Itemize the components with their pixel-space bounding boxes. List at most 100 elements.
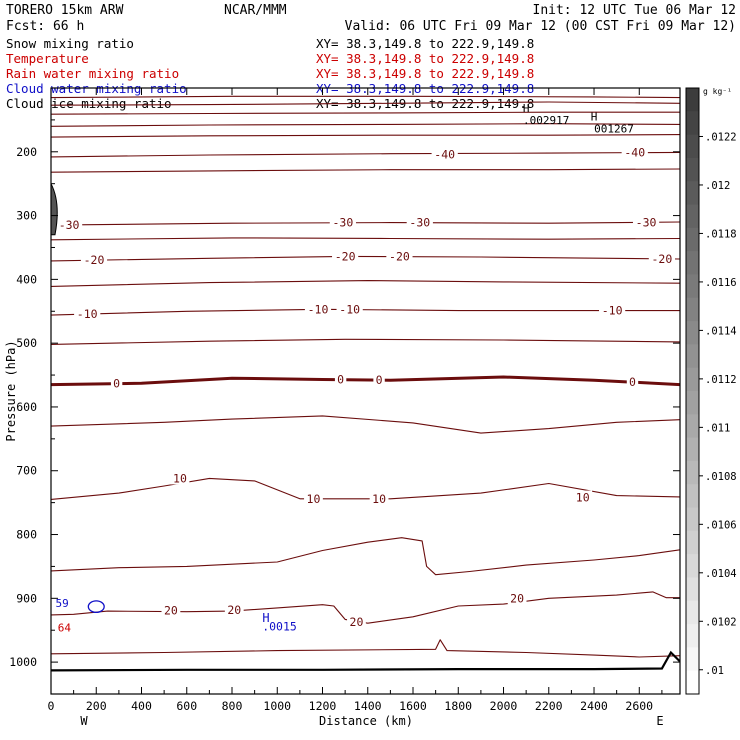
colorbar-segment [686,530,699,555]
colorbar-segment [686,344,699,369]
isotherm-label: 10 [307,492,321,506]
field-legend: Snow mixing ratio XY= 38.3,149.8 to 222.… [6,36,534,111]
header-init: Init: 12 UTC Tue 06 Mar 12 [533,3,737,18]
terrain-line [51,650,680,672]
colorbar-segment [686,577,699,602]
isotherm-label: 10 [372,492,386,506]
colorbar-label: .01 [705,665,724,677]
edge-value: 64 [58,622,72,635]
isotherm-label-bg [626,375,639,389]
y-tick-label: 400 [16,272,37,286]
isotherm-label: 20 [510,591,524,605]
isotherm-label-bg [304,302,332,316]
isotherm-label-bg [431,147,458,161]
x-tick-label: 0 [48,699,55,713]
x-tick-label: 400 [131,699,152,713]
colorbar-segment [686,181,699,206]
colorbar-segment [686,88,699,112]
colorbar-segment [686,204,699,229]
isotherm-label: 20 [227,603,241,617]
header-valid: Valid: 06 UTC Fri 09 Mar 12 (00 CST Fri … [345,19,736,34]
isotherm-label: 20 [350,615,364,629]
isotherm-line [51,111,680,115]
colorbar-segment [686,460,699,485]
colorbar-label: .0102 [705,616,737,628]
isotherm-line [51,95,680,99]
isotherm-label: 20 [164,603,178,617]
colorbar-segment [686,600,699,625]
colorbar-border [685,87,700,695]
colorbar-label: .0112 [705,374,737,386]
isotherm-line [51,280,680,287]
x-tick-label: 1400 [354,699,382,713]
y-tick-label: 1000 [9,655,37,669]
x-axis-title: Distance (km) [319,714,413,728]
edge-value: 59 [56,597,69,610]
isotherm-label: 0 [376,373,383,387]
isotherm-label: 0 [337,373,344,387]
isotherm-label: 0 [113,376,120,390]
isotherm-line [51,537,680,576]
x-tick-label: 200 [86,699,107,713]
x-tick-label: 2000 [490,699,518,713]
y-tick-label: 200 [16,145,37,159]
colorbar: .0122 .012 .0118 .0116 .0114 .0112 .011 .0108 .0… [685,87,737,695]
isotherm-label-bg [648,251,675,265]
x-tick-label: 1600 [399,699,427,713]
isotherm-label-bg [373,373,385,387]
high-marker-value: .002917 [523,114,569,127]
isotherm-line [51,134,680,138]
isotherm-label-bg [170,471,190,485]
isotherm-label: -30 [59,218,80,232]
high-marker: H [591,111,598,124]
header-fcst: Fcst: 66 h [6,19,84,34]
isotherm-label-bg [632,215,660,229]
colorbar-segment [686,624,699,648]
colorbar-segment [686,321,699,345]
isotherm-label-bg [56,218,83,232]
isotherm-label-bg [406,215,433,229]
isotherm-label: -20 [335,249,356,263]
colorbar-label: .0114 [705,325,737,337]
isotherm-label-bg [386,249,413,263]
isotherm-line [51,639,680,658]
isotherm-label-bg [599,303,626,317]
colorbar-segment [686,251,699,275]
x-tick-label: 600 [176,699,197,713]
high-marker: H [523,102,530,115]
isotherm-label-bg [336,302,363,316]
y-axis-title: Pressure (hPa) [4,340,18,441]
isotherm-label: -10 [308,302,329,316]
colorbar-segment [686,134,699,159]
x-tick-label: 1000 [263,699,291,713]
colorbar-segment [686,414,699,439]
header-model: TORERO 15km ARW [6,3,124,18]
colorbar-segment [686,367,699,392]
field-name-snow: Snow mixing ratio [6,36,134,51]
colorbar-label: .011 [705,422,730,434]
x-tick-label: 1800 [444,699,472,713]
isotherm-label: -30 [332,216,353,230]
colorbar-segment [686,297,699,322]
isotherm-label: -20 [84,253,105,267]
colorbar-segment [686,111,699,136]
isotherm-label-bg [110,376,123,390]
colorbar-segment [686,227,699,252]
isotherm-line [51,338,680,345]
west-label: W [80,714,88,728]
cloud-water-contour [87,600,105,613]
isotherm-line [51,477,680,500]
x-tick-label: 2600 [625,699,653,713]
isotherm-label-bg [161,603,181,617]
colorbar-segment [686,274,699,299]
y-tick-label: 600 [16,400,37,414]
y-tick-label: 500 [16,336,37,350]
field-xy-snow: XY= 38.3,149.8 to 222.9,149.8 [316,36,534,51]
colorbar-segment [686,554,699,578]
isotherm-line [51,151,680,158]
isotherm-label-bg [573,490,593,504]
isotherm-line [51,101,680,106]
isotherm-label: 0 [629,375,636,389]
isotherm-label-bg [369,491,389,505]
isotherm-label-bg [332,249,359,263]
